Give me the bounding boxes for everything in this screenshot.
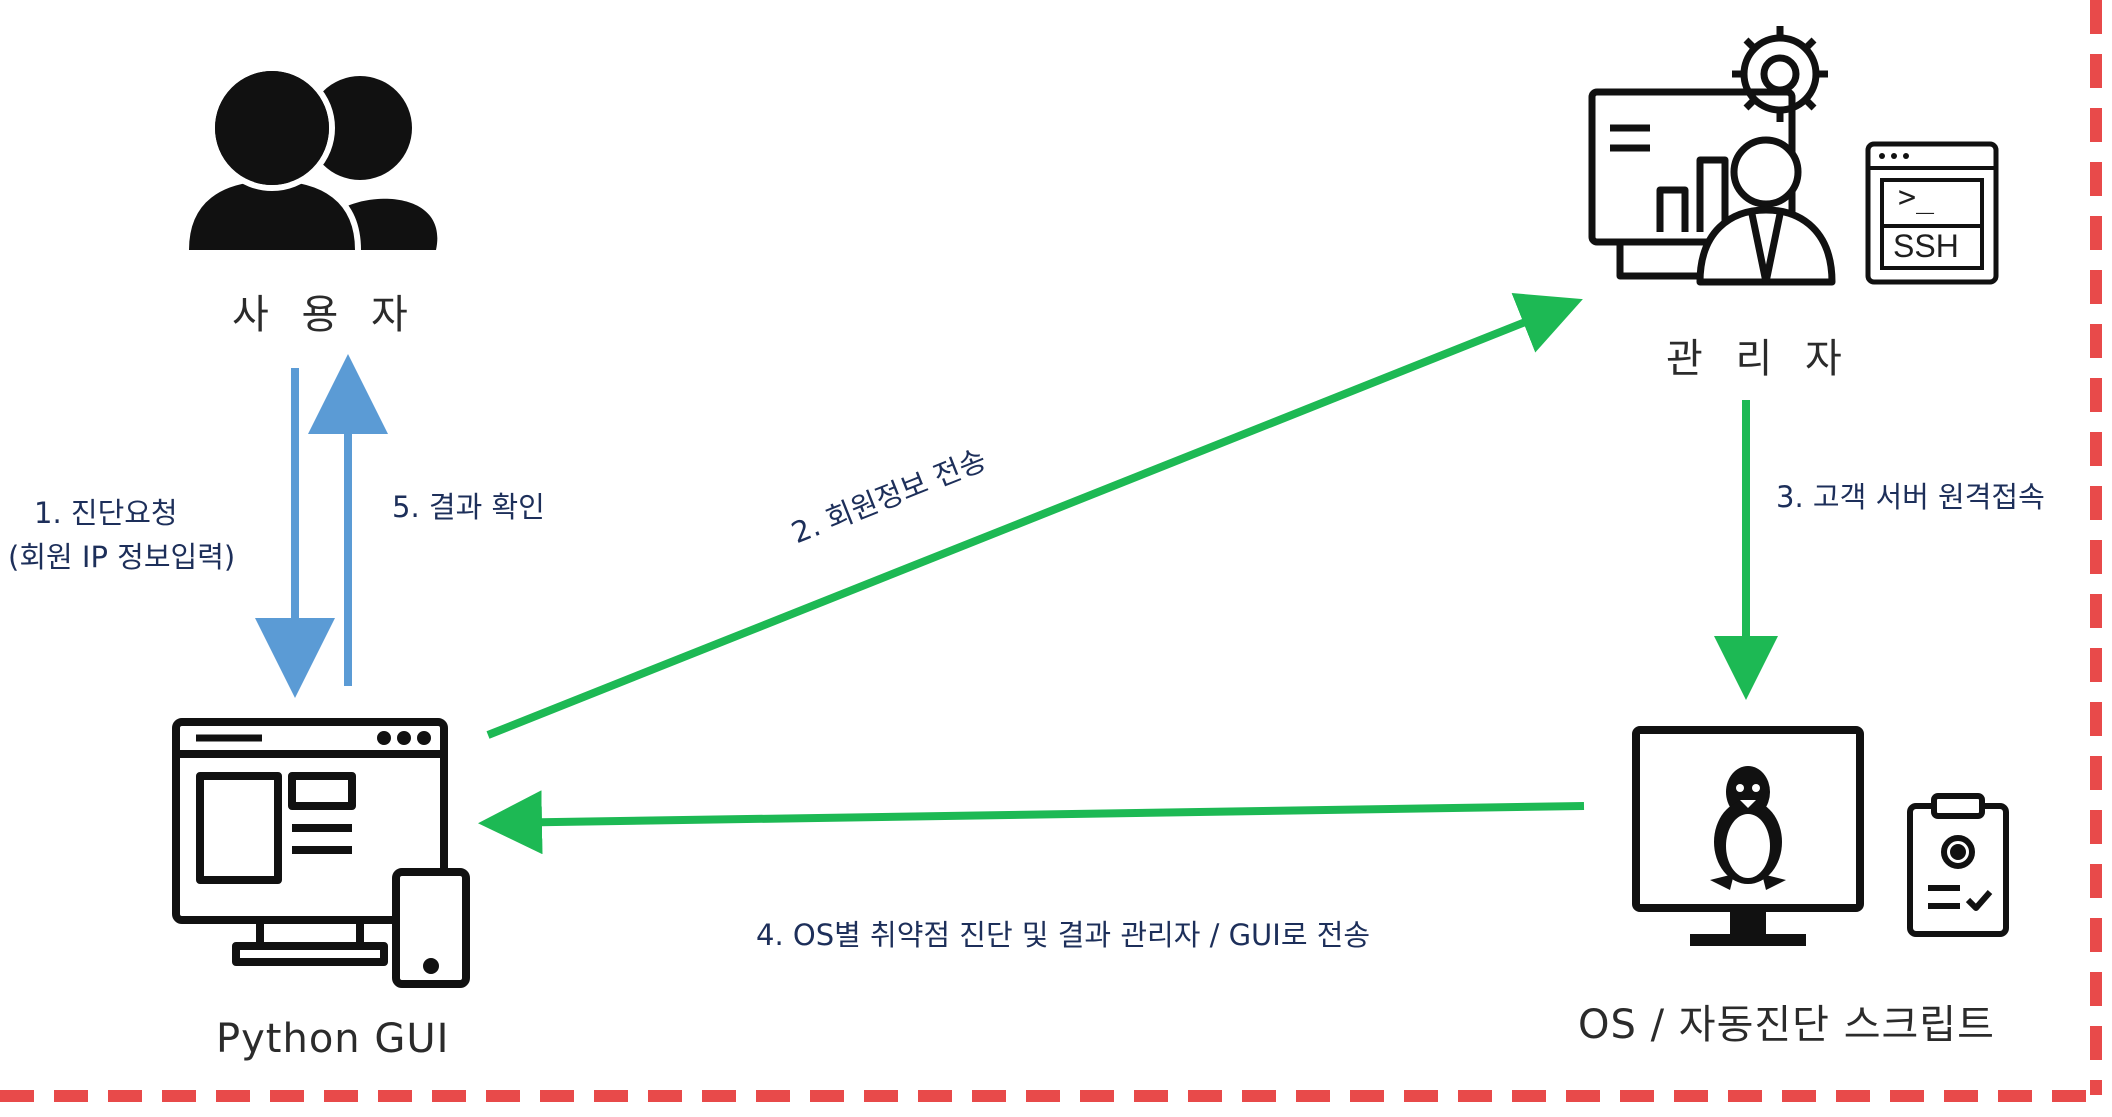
edge-label-3: 3. 고객 서버 원격접속 (1776, 480, 2045, 514)
python-gui-icon (172, 718, 470, 988)
edge-label-5: 5. 결과 확인 (392, 490, 545, 524)
node-label-python-gui: Python GUI (216, 1016, 450, 1062)
arrow-os-to-gui (478, 790, 1585, 855)
arrow-gui-to-admin (486, 293, 1583, 739)
ssh-badge-label: SSH (1893, 228, 1959, 264)
users-icon (183, 65, 438, 251)
terminal-prompt-label: >_ (1898, 180, 1935, 215)
ssh-terminal-icon (1865, 141, 1999, 285)
node-label-user: 사 용 자 (232, 292, 418, 338)
edge-label-1-line1: 1. 진단요청 (34, 496, 178, 530)
script-clipboard-icon (1907, 793, 2009, 937)
admin-icon (1588, 26, 1836, 286)
linux-monitor-icon (1632, 726, 1864, 946)
edge-label-1-line2: (회원 IP 정보입력) (8, 540, 236, 574)
node-label-admin: 관 리 자 (1666, 336, 1852, 382)
node-label-os-script: OS / 자동진단 스크립트 (1578, 1002, 1995, 1048)
edge-label-4: 4. OS별 취약점 진단 및 결과 관리자 / GUI로 전송 (756, 918, 1371, 952)
